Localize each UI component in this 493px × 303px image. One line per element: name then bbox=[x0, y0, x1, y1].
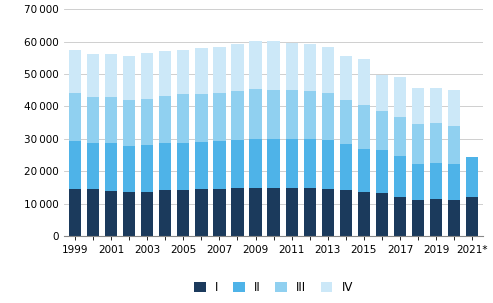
Bar bbox=[448, 200, 460, 236]
Bar bbox=[304, 91, 316, 139]
Bar bbox=[141, 53, 153, 99]
Bar bbox=[123, 56, 135, 100]
Bar bbox=[466, 157, 478, 197]
Bar bbox=[412, 88, 424, 124]
Bar bbox=[249, 89, 262, 139]
Bar bbox=[358, 59, 370, 105]
Bar bbox=[195, 48, 208, 94]
Bar bbox=[231, 140, 244, 188]
Bar bbox=[321, 188, 334, 236]
Bar bbox=[177, 95, 189, 142]
Bar bbox=[69, 141, 81, 189]
Bar bbox=[412, 200, 424, 236]
Bar bbox=[177, 50, 189, 95]
Bar bbox=[376, 75, 388, 111]
Bar bbox=[340, 190, 352, 236]
Bar bbox=[340, 100, 352, 145]
Bar bbox=[105, 191, 117, 236]
Bar bbox=[87, 54, 99, 97]
Bar bbox=[304, 44, 316, 91]
Bar bbox=[231, 45, 244, 91]
Bar bbox=[268, 188, 280, 236]
Bar bbox=[430, 199, 442, 236]
Bar bbox=[195, 189, 208, 236]
Bar bbox=[268, 90, 280, 139]
Bar bbox=[412, 124, 424, 164]
Bar bbox=[268, 139, 280, 188]
Bar bbox=[285, 139, 298, 188]
Bar bbox=[123, 146, 135, 192]
Bar bbox=[285, 188, 298, 236]
Bar bbox=[376, 150, 388, 193]
Bar bbox=[340, 145, 352, 190]
Bar bbox=[394, 197, 406, 236]
Bar bbox=[249, 139, 262, 188]
Bar bbox=[213, 141, 226, 188]
Bar bbox=[177, 190, 189, 236]
Bar bbox=[123, 192, 135, 236]
Bar bbox=[321, 140, 334, 188]
Bar bbox=[141, 191, 153, 236]
Bar bbox=[141, 99, 153, 145]
Bar bbox=[231, 188, 244, 236]
Bar bbox=[268, 41, 280, 90]
Bar bbox=[69, 93, 81, 141]
Bar bbox=[69, 189, 81, 236]
Bar bbox=[412, 164, 424, 200]
Bar bbox=[448, 90, 460, 126]
Bar bbox=[231, 91, 244, 140]
Bar bbox=[159, 190, 172, 236]
Bar bbox=[249, 188, 262, 236]
Bar bbox=[321, 94, 334, 140]
Bar bbox=[213, 47, 226, 92]
Bar bbox=[430, 123, 442, 163]
Bar bbox=[213, 92, 226, 141]
Bar bbox=[448, 164, 460, 200]
Bar bbox=[376, 111, 388, 150]
Bar bbox=[340, 55, 352, 100]
Bar bbox=[105, 97, 117, 143]
Bar bbox=[177, 142, 189, 190]
Bar bbox=[159, 96, 172, 143]
Bar bbox=[105, 54, 117, 97]
Bar bbox=[87, 97, 99, 143]
Bar bbox=[394, 117, 406, 155]
Bar bbox=[69, 50, 81, 93]
Bar bbox=[430, 163, 442, 199]
Legend: I, II, III, IV: I, II, III, IV bbox=[194, 281, 353, 294]
Bar bbox=[304, 188, 316, 236]
Bar bbox=[123, 100, 135, 146]
Bar bbox=[466, 197, 478, 236]
Bar bbox=[87, 143, 99, 189]
Bar bbox=[358, 192, 370, 236]
Bar bbox=[394, 77, 406, 117]
Bar bbox=[87, 189, 99, 236]
Bar bbox=[321, 47, 334, 94]
Bar bbox=[213, 188, 226, 236]
Bar bbox=[394, 155, 406, 197]
Bar bbox=[448, 126, 460, 164]
Bar bbox=[376, 193, 388, 236]
Bar bbox=[285, 43, 298, 90]
Bar bbox=[159, 51, 172, 96]
Bar bbox=[285, 90, 298, 139]
Bar bbox=[249, 41, 262, 89]
Bar bbox=[195, 142, 208, 189]
Bar bbox=[430, 88, 442, 123]
Bar bbox=[358, 105, 370, 149]
Bar bbox=[195, 94, 208, 142]
Bar bbox=[304, 139, 316, 188]
Bar bbox=[358, 149, 370, 192]
Bar bbox=[105, 143, 117, 191]
Bar bbox=[159, 143, 172, 190]
Bar bbox=[141, 145, 153, 191]
